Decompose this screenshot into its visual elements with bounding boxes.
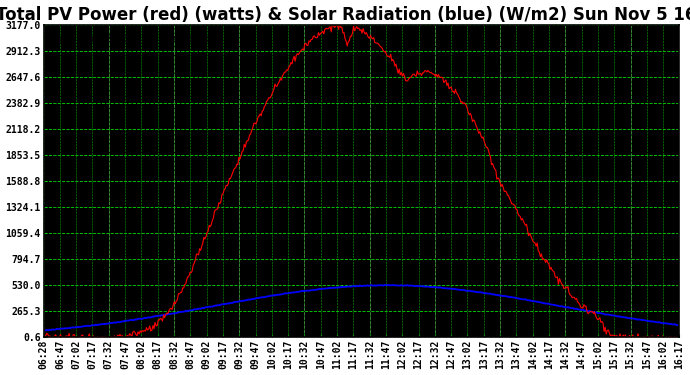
Text: Copyright 2006 Cartronics.com: Copyright 2006 Cartronics.com: [47, 34, 217, 45]
Title: Total PV Power (red) (watts) & Solar Radiation (blue) (W/m2) Sun Nov 5 16:39: Total PV Power (red) (watts) & Solar Rad…: [0, 6, 690, 24]
